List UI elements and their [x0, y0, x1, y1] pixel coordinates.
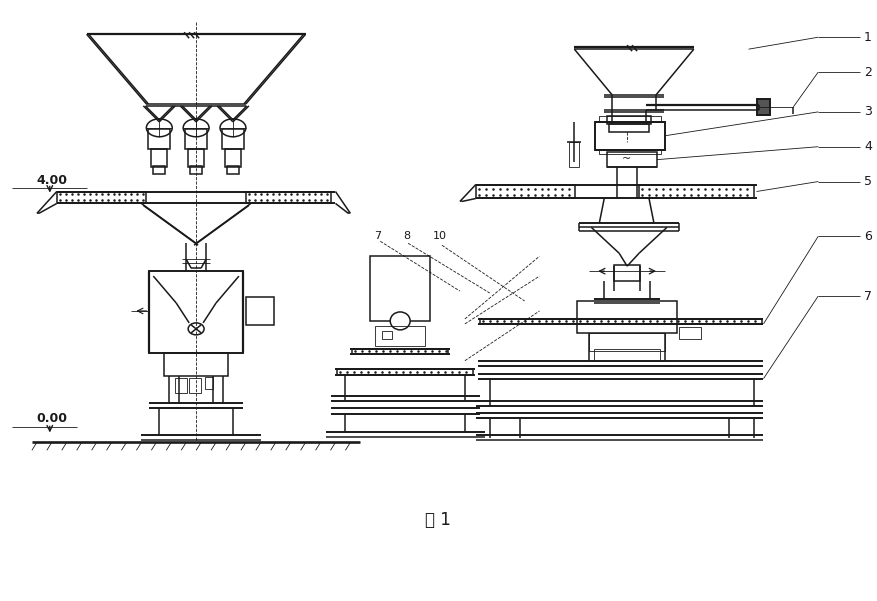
Text: ~: ~	[622, 154, 631, 163]
Bar	[153, 166, 165, 174]
Text: 7: 7	[374, 231, 381, 241]
Bar	[476, 185, 575, 198]
Text: 7: 7	[864, 290, 872, 302]
Bar	[757, 99, 771, 115]
Bar	[595, 122, 665, 150]
Bar	[607, 116, 651, 124]
Bar	[375, 326, 425, 346]
Bar	[227, 166, 239, 174]
Bar	[149, 271, 243, 353]
Text: 8: 8	[403, 231, 410, 241]
Bar	[614, 265, 640, 281]
Ellipse shape	[220, 119, 246, 137]
Bar	[370, 256, 430, 321]
Bar	[599, 116, 661, 122]
Text: 2: 2	[864, 66, 872, 79]
Bar	[189, 148, 204, 166]
Text: 10: 10	[433, 231, 447, 241]
Bar	[480, 319, 761, 324]
Text: 图 1: 图 1	[425, 511, 451, 529]
Bar	[57, 192, 146, 204]
Text: 3: 3	[864, 105, 872, 118]
Bar	[246, 297, 274, 325]
Bar	[175, 377, 187, 392]
Bar	[679, 327, 701, 339]
Bar	[164, 353, 228, 376]
Bar	[225, 148, 241, 166]
Bar	[190, 166, 202, 174]
Bar	[569, 142, 580, 166]
Bar	[639, 185, 753, 198]
Bar	[189, 377, 201, 392]
Text: 6: 6	[864, 230, 872, 243]
Text: 1: 1	[864, 31, 872, 44]
Ellipse shape	[183, 119, 209, 137]
Bar	[589, 333, 665, 351]
Bar	[595, 349, 660, 361]
Ellipse shape	[189, 323, 204, 335]
Bar	[246, 192, 331, 204]
Text: 4.00: 4.00	[37, 174, 68, 186]
Bar	[222, 129, 244, 148]
Ellipse shape	[390, 312, 410, 330]
Bar	[205, 377, 213, 389]
Bar	[148, 129, 170, 148]
Bar	[610, 124, 649, 132]
Bar	[185, 129, 207, 148]
Bar	[382, 331, 392, 339]
Text: 5: 5	[864, 175, 872, 188]
Bar	[599, 148, 661, 154]
Bar	[338, 368, 473, 374]
Bar	[152, 148, 168, 166]
Text: 4: 4	[864, 140, 872, 153]
Ellipse shape	[146, 119, 172, 137]
Bar	[353, 349, 448, 354]
Text: 0.00: 0.00	[37, 412, 68, 426]
Bar	[607, 151, 657, 166]
Bar	[577, 301, 677, 333]
